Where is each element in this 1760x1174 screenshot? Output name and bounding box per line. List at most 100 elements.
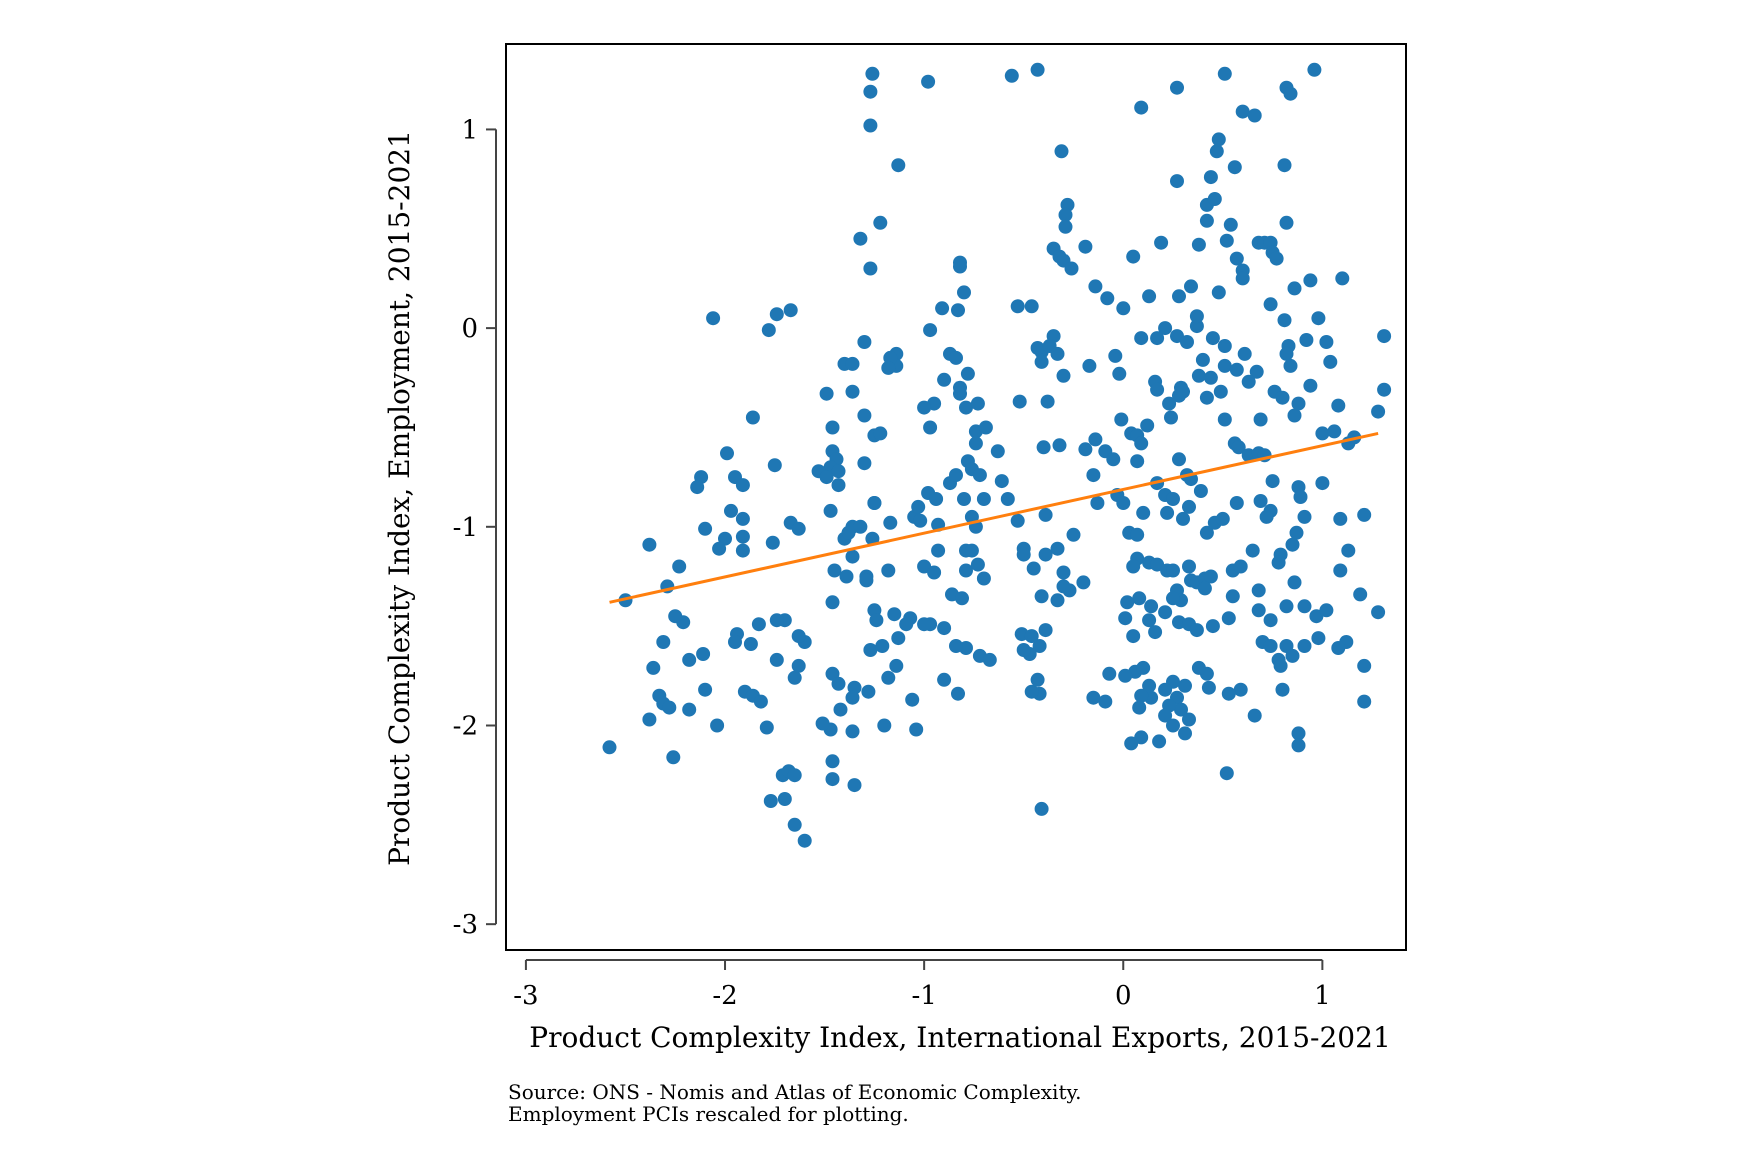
- data-point: [970, 557, 985, 572]
- data-point: [881, 670, 896, 685]
- data-point: [1134, 100, 1149, 115]
- data-point: [861, 684, 876, 699]
- data-point: [1012, 394, 1027, 409]
- data-point: [976, 571, 991, 586]
- data-point: [1303, 378, 1318, 393]
- data-point: [1108, 348, 1123, 363]
- data-point: [735, 478, 750, 493]
- data-point: [769, 652, 784, 667]
- data-point: [1297, 599, 1312, 614]
- data-point: [1209, 144, 1224, 159]
- data-point: [1265, 474, 1280, 489]
- data-point: [1221, 611, 1236, 626]
- data-point: [968, 436, 983, 451]
- data-point: [823, 503, 838, 518]
- data-point: [656, 635, 671, 649]
- y-tick-label: 0: [461, 314, 478, 344]
- data-point: [1229, 362, 1244, 377]
- data-point: [1024, 684, 1039, 699]
- data-point: [949, 350, 963, 365]
- x-tick-label: 0: [1115, 981, 1132, 1011]
- data-point: [1311, 631, 1326, 646]
- data-point: [877, 718, 892, 733]
- data-point: [1182, 712, 1196, 727]
- data-point: [917, 400, 932, 415]
- data-point: [1032, 639, 1047, 653]
- data-point: [1178, 678, 1192, 693]
- data-point: [1120, 595, 1135, 610]
- data-point: [1066, 527, 1081, 542]
- y-tick-label: -1: [453, 513, 478, 543]
- data-point: [931, 543, 946, 558]
- data-point: [1026, 561, 1041, 576]
- data-point: [1030, 62, 1045, 77]
- data-point: [1319, 335, 1334, 349]
- data-point: [1130, 454, 1145, 469]
- data-point: [602, 740, 617, 755]
- data-point: [1211, 132, 1226, 147]
- data-point: [873, 426, 888, 441]
- data-point: [1038, 547, 1053, 562]
- data-point: [698, 521, 713, 536]
- data-point: [1235, 271, 1250, 286]
- data-point: [1034, 354, 1049, 369]
- data-point: [1219, 766, 1234, 781]
- data-point: [863, 261, 878, 276]
- data-point: [646, 660, 661, 675]
- data-point: [1283, 358, 1298, 373]
- data-point: [1150, 331, 1165, 346]
- data-point: [787, 768, 802, 783]
- data-point: [869, 613, 884, 628]
- data-point: [1058, 207, 1073, 222]
- data-point: [1277, 158, 1292, 173]
- data-point: [765, 535, 780, 550]
- data-point: [1158, 708, 1173, 723]
- data-point: [841, 525, 856, 540]
- data-point: [1189, 309, 1204, 324]
- data-point: [1205, 331, 1220, 346]
- data-point: [978, 420, 993, 435]
- data-point: [1100, 291, 1115, 306]
- data-point: [1038, 507, 1053, 522]
- data-point: [1299, 333, 1314, 347]
- data-point: [1285, 537, 1300, 552]
- data-point: [1112, 366, 1127, 381]
- data-point: [1164, 410, 1178, 425]
- data-point: [735, 529, 750, 544]
- data-point: [1203, 370, 1218, 385]
- source-note: Source: ONS - Nomis and Atlas of Economi…: [508, 1080, 1082, 1104]
- data-point: [815, 716, 830, 731]
- data-point: [1331, 398, 1346, 413]
- data-point: [863, 84, 878, 99]
- data-point: [1371, 605, 1386, 620]
- data-point: [672, 559, 687, 574]
- data-point: [909, 722, 924, 737]
- data-point: [1150, 382, 1165, 397]
- data-point: [1319, 603, 1334, 618]
- data-point: [865, 531, 880, 546]
- data-point: [1024, 299, 1039, 314]
- data-point: [1201, 680, 1216, 695]
- data-point: [1030, 341, 1045, 355]
- data-point: [1189, 319, 1204, 334]
- data-point: [865, 66, 880, 81]
- data-point: [787, 670, 802, 685]
- data-point: [1090, 496, 1105, 510]
- data-point: [751, 617, 766, 632]
- data-point: [825, 420, 840, 435]
- data-point: [951, 303, 965, 318]
- data-point: [857, 456, 872, 471]
- data-point: [857, 408, 872, 423]
- x-tick-label: -1: [911, 981, 936, 1011]
- data-point: [1134, 436, 1149, 451]
- data-point: [1199, 213, 1214, 228]
- x-axis-title: Product Complexity Index, International …: [529, 1021, 1391, 1054]
- data-point: [957, 285, 971, 300]
- data-point: [1180, 335, 1194, 349]
- data-point: [1205, 619, 1220, 634]
- data-point: [1148, 625, 1163, 640]
- data-point: [845, 690, 860, 705]
- data-point: [767, 458, 782, 473]
- data-point: [1170, 80, 1184, 95]
